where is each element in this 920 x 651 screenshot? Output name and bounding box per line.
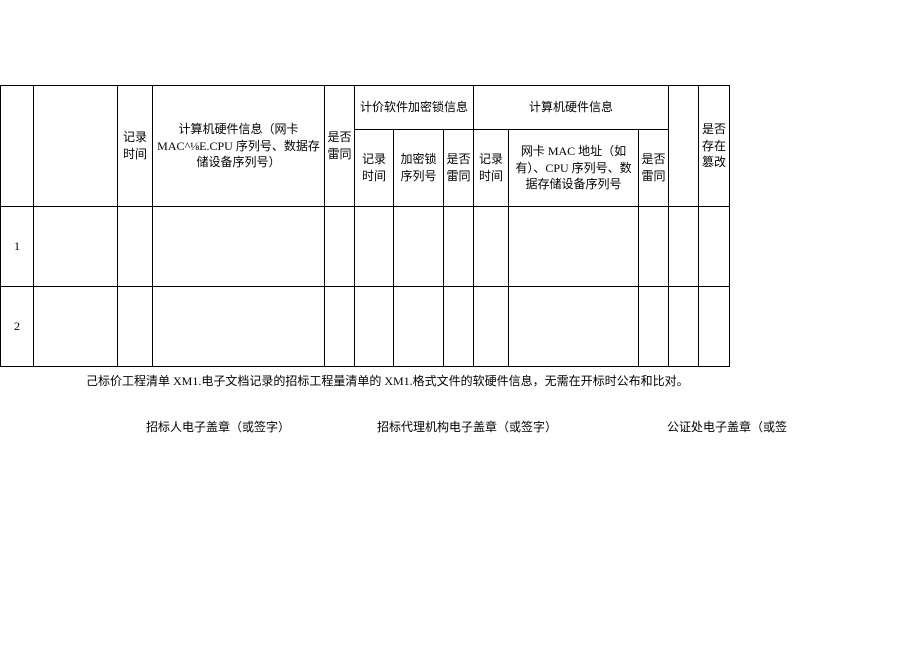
col-hw-info-1: 计算机硬件信息（网卡MAC^⅛E.CPU 序列号、数据存储设备序列号） [153,86,325,207]
col-blank-3 [669,86,699,207]
cell [153,207,325,287]
cell [355,287,394,367]
table-row: 2 [1,287,730,367]
group-lock-info: 计价软件加密锁信息 [355,86,474,130]
cell [669,287,699,367]
signature-agent: 招标代理机构电子盖章（或签字） [377,418,557,435]
col-blank-1 [1,86,34,207]
col-rec-time-1: 记录时间 [118,86,153,207]
cell [639,207,669,287]
col-blank-2 [34,86,118,207]
cell [325,207,355,287]
col-modified: 是否存在篡改 [699,86,730,207]
cell [509,287,639,367]
footnote: 己标价工程清单 XM1.电子文档记录的招标工程量清单的 XM1.格式文件的软硬件… [86,372,689,389]
cell [474,207,509,287]
cell [118,207,153,287]
cell [34,207,118,287]
cell [34,287,118,367]
cell [444,207,474,287]
table-row: 1 [1,207,730,287]
cell [394,287,444,367]
cell [699,287,730,367]
signature-bidder: 招标人电子盖章（或签字） [146,418,290,435]
signature-notary: 公证处电子盖章（或签 [667,418,787,435]
col-same-1: 是否雷同 [325,86,355,207]
row-num: 2 [1,287,34,367]
cell [355,207,394,287]
cell [118,287,153,367]
row-num: 1 [1,207,34,287]
cell [444,287,474,367]
cell [509,207,639,287]
col-same-2: 是否雷同 [444,130,474,207]
col-rec-time-3: 记录时间 [474,130,509,207]
cell [639,287,669,367]
col-rec-time-2: 记录时间 [355,130,394,207]
cell [394,207,444,287]
cell [325,287,355,367]
cell [474,287,509,367]
cell [699,207,730,287]
col-lock-sn: 加密锁序列号 [394,130,444,207]
group-hw-info: 计算机硬件信息 [474,86,669,130]
cell [669,207,699,287]
col-same-3: 是否雷同 [639,130,669,207]
cell [153,287,325,367]
col-hw-info-2: 网卡 MAC 地址（如有）、CPU 序列号、数据存储设备序列号 [509,130,639,207]
main-table: 记录时间计算机硬件信息（网卡MAC^⅛E.CPU 序列号、数据存储设备序列号）是… [0,85,730,367]
